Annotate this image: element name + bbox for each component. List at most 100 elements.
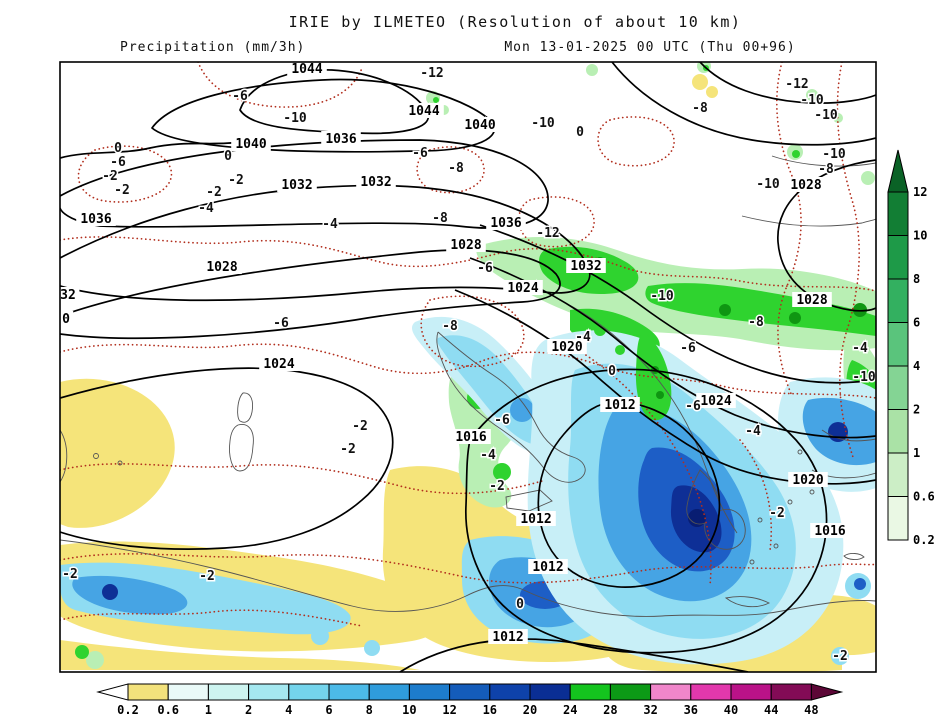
- colorbar-segment: [328, 683, 370, 701]
- temperature-label: -6: [273, 316, 289, 331]
- temperature-contours: [60, 62, 876, 627]
- temperature-label: -10: [800, 93, 824, 108]
- pressure-label: 1012: [604, 398, 635, 413]
- pressure-label: 1016: [814, 524, 845, 539]
- colorbar-segment: [248, 683, 290, 701]
- snow-colorbar-label: 12: [913, 185, 927, 199]
- temperature-label: -8: [818, 162, 834, 177]
- pressure-label-chip: [503, 280, 543, 295]
- snow-colorbar-segment: [887, 452, 909, 497]
- colorbar-label: 24: [563, 703, 577, 717]
- temperature-label: 0: [576, 125, 584, 140]
- snow-colorbar-segment: [887, 365, 909, 410]
- temperature-label: -6: [477, 261, 493, 276]
- colorbar-label: 44: [764, 703, 778, 717]
- pressure-label-chip: [231, 136, 271, 151]
- temperature-label: -12: [420, 66, 443, 81]
- pressure-label-chip: [460, 117, 500, 132]
- temperature-label: -2: [62, 567, 78, 582]
- pressure-label: 1040: [235, 137, 266, 152]
- pressure-label: 1044: [408, 104, 439, 119]
- temperature-label: -6: [110, 155, 126, 170]
- colorbar-label: 48: [804, 703, 818, 717]
- temperature-label: -2: [228, 173, 244, 188]
- colorbar-label: 28: [603, 703, 617, 717]
- colorbar-right-arrow: [810, 683, 844, 701]
- colorbar-label: 2: [245, 703, 252, 717]
- pressure-label-chip: [404, 103, 444, 118]
- snow-colorbar-segment: [887, 191, 909, 236]
- pressure-label-chip: [277, 177, 317, 192]
- temperature-label: -4: [745, 424, 761, 439]
- temperature-label: -10: [283, 111, 307, 126]
- pressure-label-chip: [547, 339, 587, 354]
- colorbar-left-arrow: [96, 683, 129, 701]
- pressure-label-chip: [528, 559, 568, 574]
- colorbar-label: 16: [483, 703, 497, 717]
- temperature-label: -6: [412, 146, 428, 161]
- temperature-label: 0: [114, 141, 122, 156]
- temperature-label: -10: [814, 108, 838, 123]
- temperature-label: -2: [489, 479, 505, 494]
- colorbar-segment: [449, 683, 491, 701]
- colorbar-label: 32: [643, 703, 657, 717]
- temperature-label: -8: [448, 161, 464, 176]
- temperature-label: -2: [769, 506, 785, 521]
- temperature-label: -4: [322, 217, 338, 232]
- snow-colorbar-label: 6: [913, 316, 920, 330]
- pressure-label-chip: [259, 356, 299, 371]
- colorbar-segment: [609, 683, 652, 701]
- page-title: IRIE by ILMETEO (Resolution of about 10 …: [289, 13, 742, 31]
- colorbar-label: 8: [366, 703, 373, 717]
- temperature-label: -2: [832, 649, 848, 664]
- pressure-label-group: 1044 1044 1040 1040 1036 1036 1036 1032 1032 1032…: [60, 62, 850, 647]
- map-frame: [59, 61, 877, 673]
- colorbar-label: 6: [325, 703, 332, 717]
- temperature-label: -6: [494, 413, 510, 428]
- snow-colorbar-label: 0.2: [913, 533, 935, 547]
- pressure-label: 1028: [790, 178, 821, 193]
- temperature-label: -2: [102, 169, 118, 184]
- temperature-label: -8: [432, 211, 448, 226]
- snow-colorbar-label: 0.6: [913, 490, 935, 504]
- pressure-label: 1032: [281, 178, 312, 193]
- pressure-label-chip: [786, 177, 826, 192]
- temperature-label: -12: [536, 226, 559, 241]
- colorbar-segment: [569, 683, 611, 701]
- pressure-label-chip: [60, 311, 74, 326]
- colorbar-segment: [288, 683, 330, 701]
- pressure-label: 1036: [80, 212, 111, 227]
- pressure-label: 32: [60, 288, 76, 303]
- temperature-label-group: -12-6-10 -100-12-10-10-10-8-10-80-6-2-2-4…: [61, 65, 876, 666]
- pressure-label: 0: [62, 312, 70, 327]
- pressure-label: 1024: [700, 394, 731, 409]
- temperature-label: -2: [199, 569, 215, 584]
- pressure-label: 1040: [464, 118, 495, 133]
- snow-colorbar-segment: [887, 496, 909, 541]
- colorbar-label: 1: [205, 703, 212, 717]
- colorbar-label: 36: [684, 703, 698, 717]
- temperature-label: -6: [685, 399, 701, 414]
- precip-rain-layer: [60, 316, 876, 665]
- temperature-label: -4: [575, 330, 591, 345]
- pressure-label-chip: [202, 259, 242, 274]
- pressure-label: 1012: [492, 630, 523, 645]
- temperature-label: -10: [756, 177, 780, 192]
- pressure-label-chip: [321, 131, 361, 146]
- pressure-label: 1028: [450, 238, 481, 253]
- subtitle-parameter: Precipitation (mm/3h): [120, 40, 305, 55]
- temperature-label: -8: [748, 315, 764, 330]
- temperature-label: -2: [114, 183, 130, 198]
- pressure-label-chip: [356, 174, 396, 189]
- colorbar-segment: [650, 683, 692, 701]
- snow-colorbar-arrow: [887, 149, 909, 193]
- pressure-label: 1024: [263, 357, 294, 372]
- temperature-label: -6: [232, 89, 248, 104]
- temperature-label: -2: [206, 185, 222, 200]
- colorbar-label: 40: [724, 703, 738, 717]
- pressure-label: 1036: [325, 132, 356, 147]
- temperature-label: -4: [480, 448, 496, 463]
